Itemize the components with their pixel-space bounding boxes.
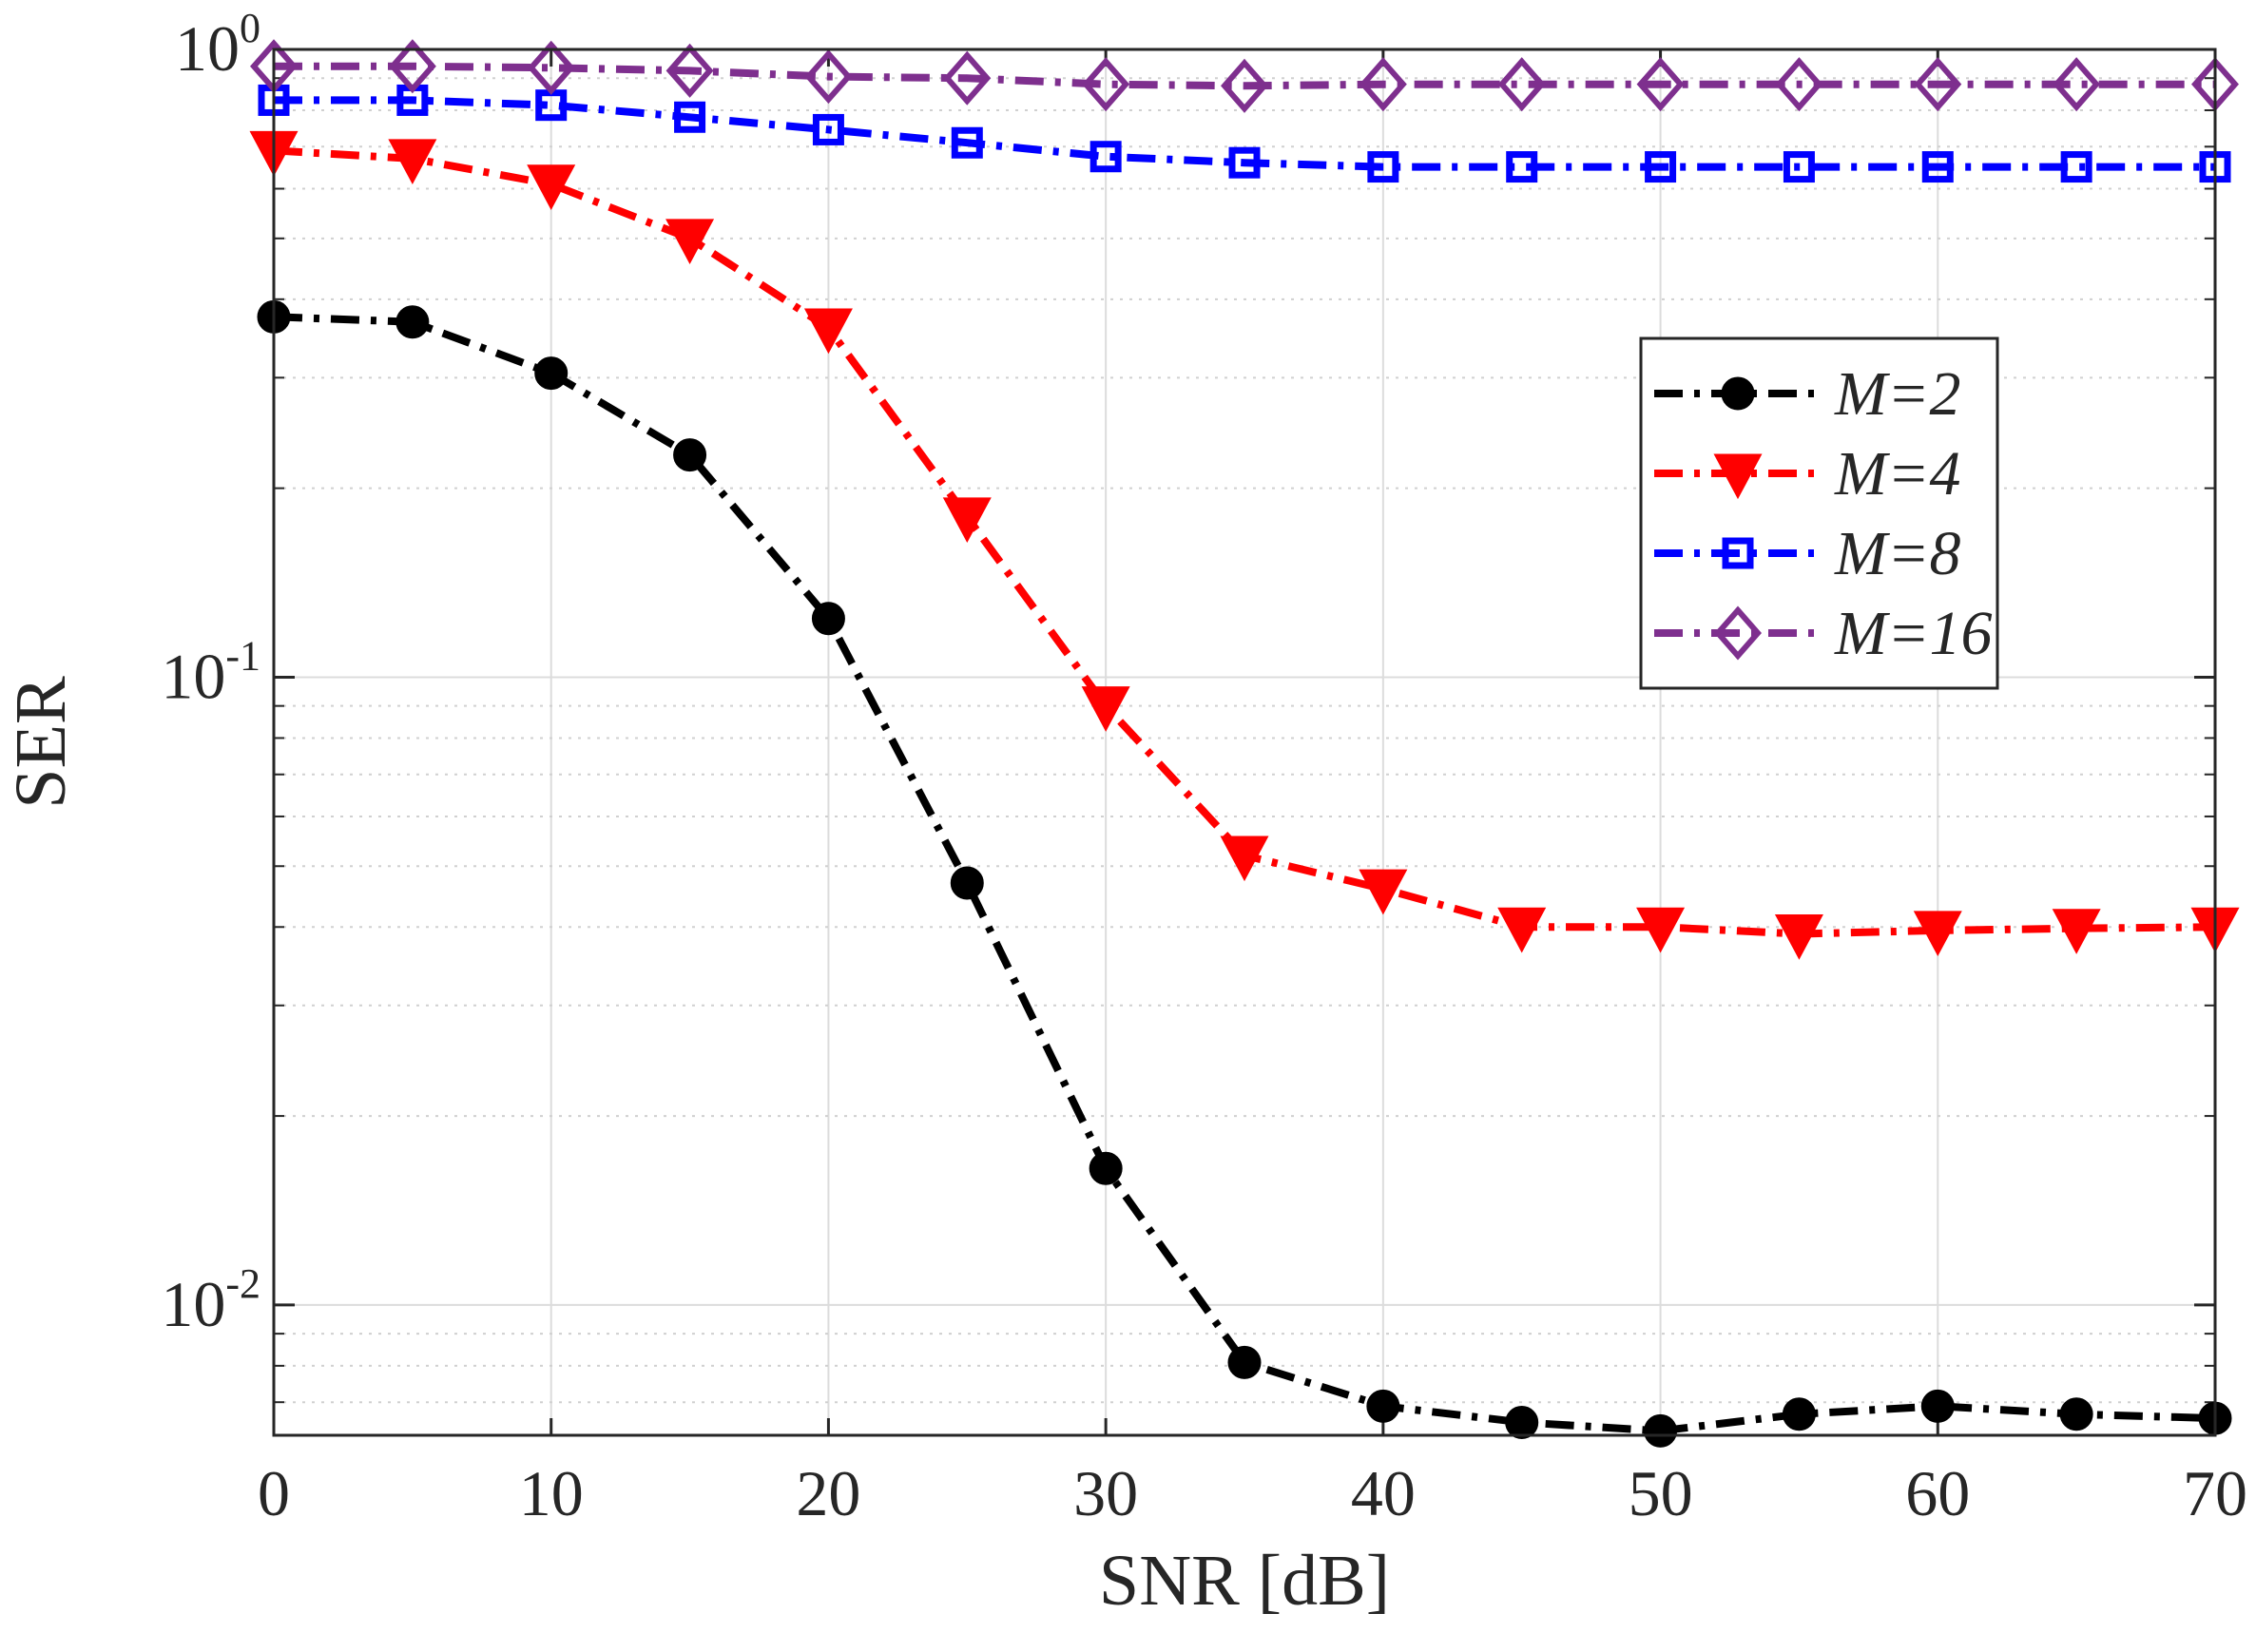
legend-marker xyxy=(1714,605,1762,661)
legend-label: M=2 xyxy=(1834,359,1961,429)
data-point-marker xyxy=(1645,151,1677,183)
x-tick-label: 20 xyxy=(796,1457,860,1529)
data-point-marker xyxy=(2060,151,2092,183)
data-point-marker xyxy=(1359,869,1408,915)
data-point-marker xyxy=(1497,907,1547,953)
data-point-marker xyxy=(1081,686,1130,732)
legend-label: M=8 xyxy=(1834,519,1961,588)
y-tick-labels: 100 10-1 10-2 xyxy=(161,5,260,1340)
data-point-marker xyxy=(1505,1405,1539,1439)
data-point-marker xyxy=(388,39,436,94)
data-point-marker xyxy=(665,43,714,98)
series-line xyxy=(274,62,2215,90)
data-point-marker xyxy=(1774,914,1823,960)
x-tick-label: 10 xyxy=(519,1457,584,1529)
y-tick-label: 10-1 xyxy=(161,632,260,712)
legend-item: M=16 xyxy=(1654,599,1993,668)
data-point-marker xyxy=(811,602,845,636)
legend-label: M=4 xyxy=(1834,439,1961,509)
data-point-marker xyxy=(1228,146,1261,179)
data-point-marker xyxy=(1920,1389,1955,1423)
x-tick-label: 0 xyxy=(258,1457,290,1529)
data-point-marker xyxy=(812,113,844,145)
data-point-marker xyxy=(1366,1389,1400,1423)
data-point-marker xyxy=(534,356,569,391)
data-point-marker xyxy=(1497,57,1546,112)
legend-item: M=4 xyxy=(1654,439,1961,509)
data-point-marker xyxy=(527,40,575,95)
data-point-marker xyxy=(1089,1151,1123,1185)
x-axis-label: SNR [dB] xyxy=(1099,1541,1390,1621)
data-point-marker xyxy=(803,308,853,355)
x-tick-label: 30 xyxy=(1073,1457,1138,1529)
data-point-marker xyxy=(1220,836,1269,882)
y-tick-label: 10-2 xyxy=(161,1260,260,1340)
legend-item: M=8 xyxy=(1654,519,1961,588)
series-line xyxy=(274,96,2215,171)
series-line xyxy=(273,313,2216,1435)
legend-item: M=2 xyxy=(1654,359,1961,429)
x-tick-label: 60 xyxy=(1905,1457,1970,1529)
series-m-16 xyxy=(250,39,2239,113)
data-point-marker xyxy=(1506,151,1538,183)
data-point-marker xyxy=(1775,57,1823,112)
data-point-marker xyxy=(674,101,706,133)
legend-items: M=2 M=4 M=8 M=16 xyxy=(1654,359,1993,668)
data-point-marker xyxy=(1921,151,1954,183)
data-point-marker xyxy=(1359,57,1407,112)
legend-box xyxy=(1639,336,1999,690)
data-point-marker xyxy=(527,164,576,210)
data-point-marker xyxy=(1914,57,1962,112)
y-axis-label: SER xyxy=(1,676,81,809)
data-point-marker xyxy=(2059,1397,2093,1431)
data-point-marker xyxy=(1783,151,1815,183)
series-m-4 xyxy=(249,130,2240,960)
data-point-marker xyxy=(388,139,437,185)
data-point-marker xyxy=(943,50,992,106)
data-point-marker xyxy=(1367,151,1399,183)
data-point-marker xyxy=(1644,1413,1678,1448)
legend-label: M=16 xyxy=(1834,599,1993,668)
x-tick-label: 40 xyxy=(1351,1457,1416,1529)
legend-marker xyxy=(1713,453,1763,500)
data-point-marker xyxy=(1913,911,1962,957)
plot-area-frame xyxy=(272,48,2217,1437)
legend: M=2 M=4 M=8 M=16 xyxy=(1639,336,1999,690)
data-point-marker xyxy=(665,219,715,264)
data-point-marker xyxy=(804,49,853,105)
x-tick-label: 50 xyxy=(1629,1457,1693,1529)
data-point-marker xyxy=(1782,1397,1816,1431)
data-point-marker xyxy=(951,126,983,159)
legend-marker xyxy=(1722,537,1754,569)
data-point-marker xyxy=(1636,57,1685,112)
data-point-marker xyxy=(1221,58,1268,113)
y-tick-label: 100 xyxy=(175,5,260,85)
data-point-marker xyxy=(942,497,992,544)
data-point-marker xyxy=(673,438,707,472)
data-point-marker xyxy=(395,305,430,339)
data-point-marker xyxy=(1082,57,1130,112)
data-point-marker xyxy=(950,866,984,900)
data-point-marker xyxy=(1227,1345,1262,1379)
legend-marker xyxy=(1721,376,1755,411)
data-point-marker xyxy=(1089,141,1122,173)
data-point-marker xyxy=(2052,909,2101,954)
data-point-marker xyxy=(2053,57,2101,112)
data-series xyxy=(249,39,2240,1448)
x-tick-label: 70 xyxy=(2183,1457,2247,1529)
data-point-marker xyxy=(1636,907,1686,953)
x-tick-labels: 0 10 20 30 40 50 60 70 xyxy=(258,1457,2247,1529)
